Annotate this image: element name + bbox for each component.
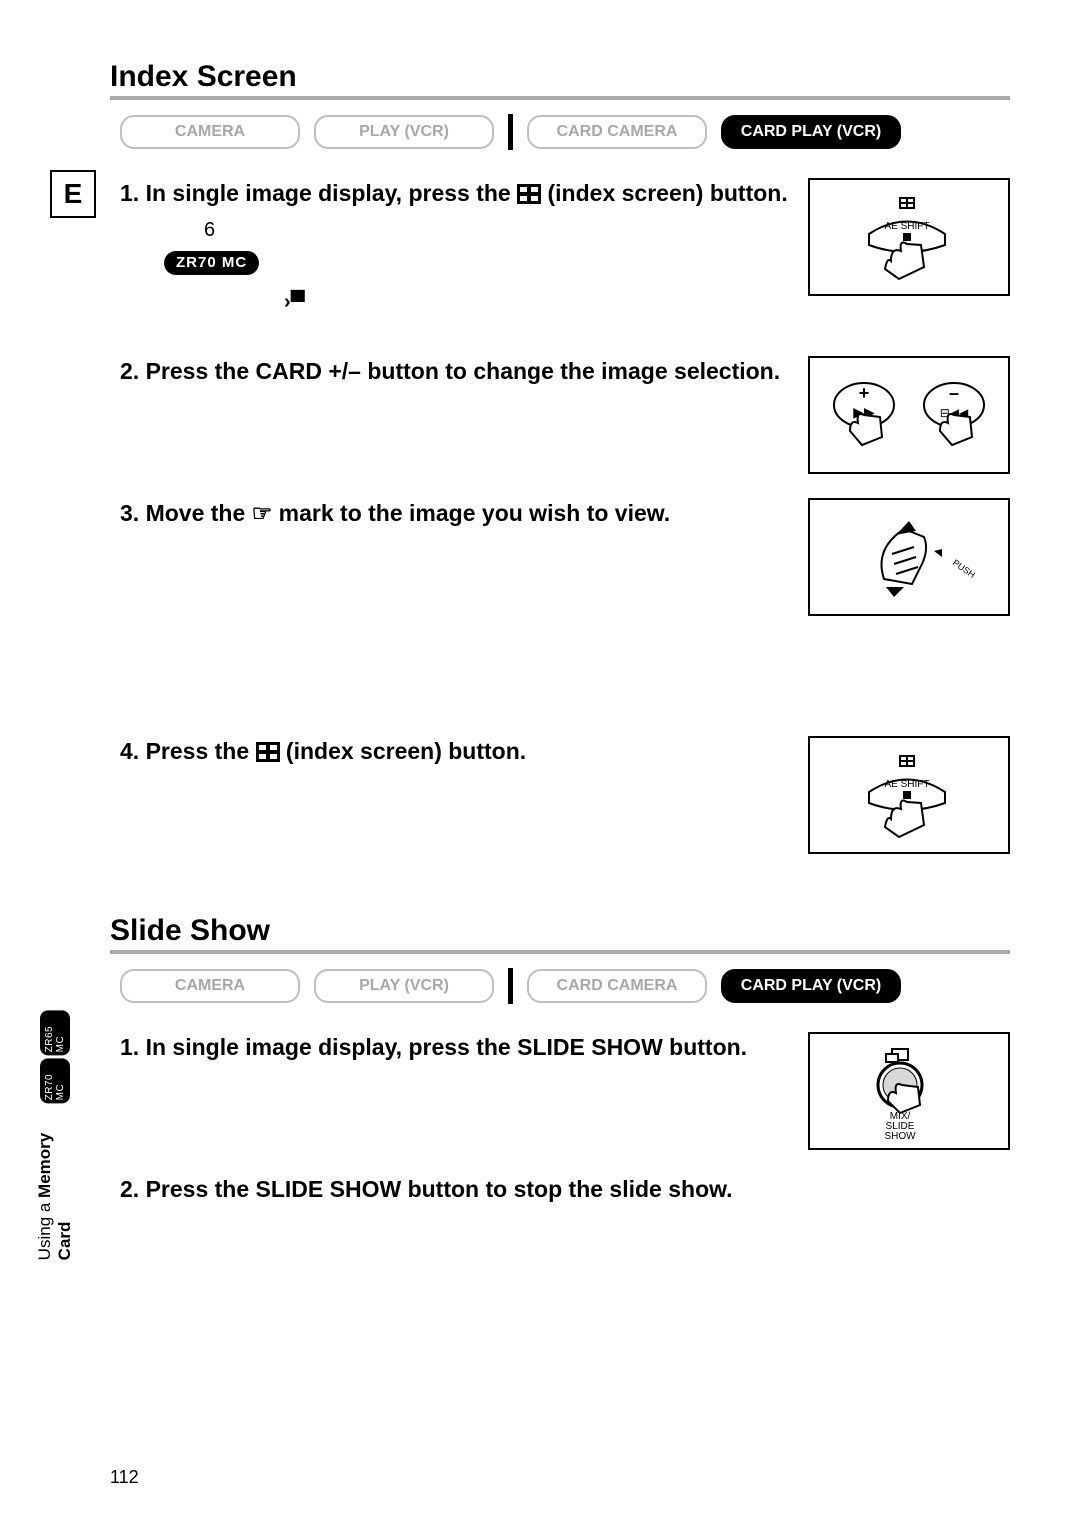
- mode-camera: CAMERA: [120, 969, 300, 1003]
- step-text: 1. In single image display, press the (i…: [120, 178, 808, 332]
- svg-text:+: +: [859, 383, 870, 403]
- model-pill-small: ZR70 MC: [40, 1058, 70, 1103]
- model-pill: ZR70 MC: [164, 251, 259, 275]
- mode-play-vcr: PLAY (VCR): [314, 969, 494, 1003]
- step-row: 1. In single image display, press the SL…: [120, 1032, 1010, 1150]
- illustration-ae-shift: AE SHIFT: [808, 736, 1010, 854]
- step-row: 1. In single image display, press the (i…: [120, 178, 1010, 332]
- mode-card-play-vcr: CARD PLAY (VCR): [721, 115, 901, 149]
- illustration-plus-minus: + ▶▶ – ⊟◀◀: [808, 356, 1010, 474]
- step-text: 1. In single image display, press the SL…: [120, 1032, 808, 1063]
- hand-pointer-icon: ☞: [252, 500, 273, 526]
- step-row: 2. Press the SLIDE SHOW button to stop t…: [120, 1174, 1010, 1205]
- mode-card-play-vcr: CARD PLAY (VCR): [721, 969, 901, 1003]
- language-tab: E: [50, 170, 96, 218]
- mode-selector-row: CAMERA PLAY (VCR) CARD CAMERA CARD PLAY …: [120, 114, 1010, 150]
- step-row: 2. Press the CARD +/– button to change t…: [120, 356, 1010, 474]
- page-number: 112: [110, 1467, 139, 1488]
- svg-text:SHOW: SHOW: [884, 1131, 916, 1139]
- svg-text:AE SHIFT: AE SHIFT: [884, 221, 929, 232]
- mode-camera: CAMERA: [120, 115, 300, 149]
- mode-divider: [508, 114, 513, 150]
- step-text: 2. Press the SLIDE SHOW button to stop t…: [120, 1174, 1010, 1205]
- mode-card-camera: CARD CAMERA: [527, 969, 707, 1003]
- mode-card-camera: CARD CAMERA: [527, 115, 707, 149]
- illustration-slide-show: MIX/ SLIDE SHOW: [808, 1032, 1010, 1150]
- step-row: 4. Press the (index screen) button. AE S…: [120, 736, 1010, 854]
- mode-play-vcr: PLAY (VCR): [314, 115, 494, 149]
- step-row: 3. Move the ☞ mark to the image you wish…: [120, 498, 1010, 616]
- illustration-lever: PUSH: [808, 498, 1010, 616]
- model-pill-small: ZR65 MC: [40, 1010, 70, 1055]
- section-heading: Index Screen: [110, 60, 1010, 100]
- step-text: 3. Move the ☞ mark to the image you wish…: [120, 498, 808, 529]
- index-screen-icon: [517, 184, 541, 204]
- mode-selector-row: CAMERA PLAY (VCR) CARD CAMERA CARD PLAY …: [120, 968, 1010, 1004]
- section-name: Using a Memory Card: [35, 1115, 75, 1260]
- svg-text:AE SHIFT: AE SHIFT: [884, 779, 929, 790]
- index-screen-icon: [256, 742, 280, 762]
- step-text: 2. Press the CARD +/– button to change t…: [120, 356, 808, 387]
- section-heading: Slide Show: [110, 914, 1010, 954]
- section-sidebar: ZR65 MC ZR70 MC Using a Memory Card: [40, 1010, 70, 1260]
- illustration-ae-shift: AE SHIFT: [808, 178, 1010, 296]
- svg-text:PUSH: PUSH: [951, 558, 977, 581]
- svg-text:–: –: [949, 383, 959, 403]
- mode-divider: [508, 968, 513, 1004]
- step-text: 4. Press the (index screen) button.: [120, 736, 808, 767]
